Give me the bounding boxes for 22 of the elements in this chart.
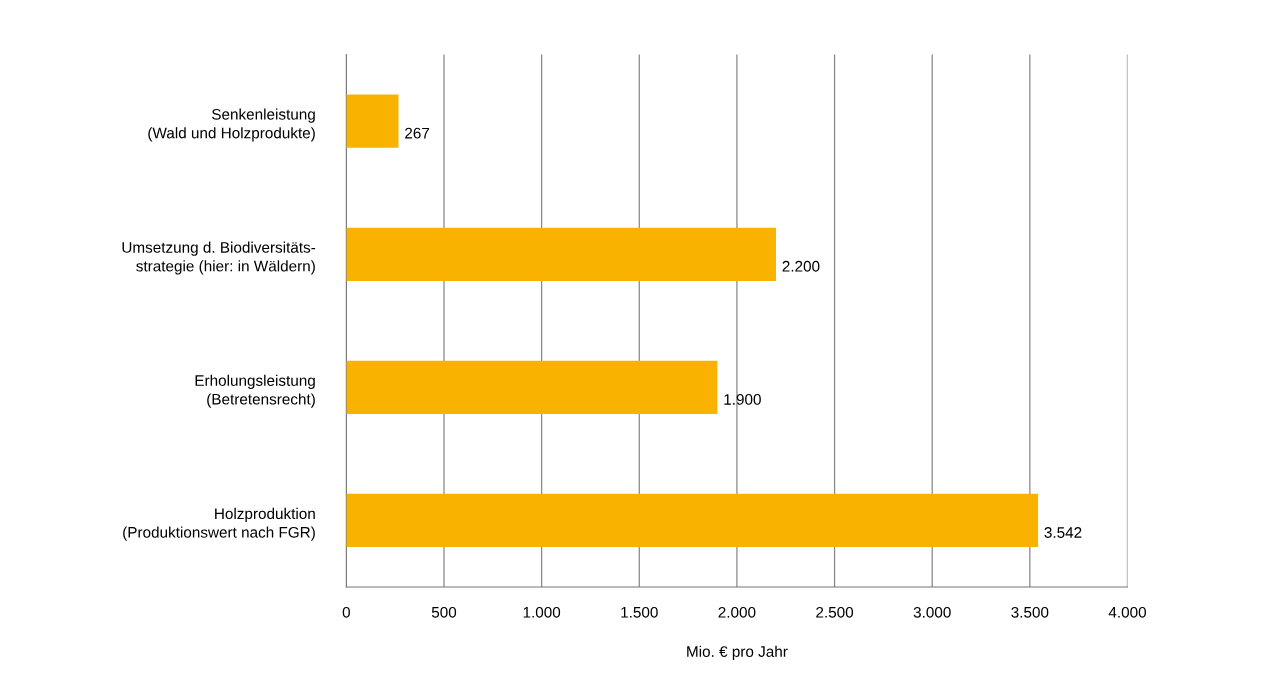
y-tick-label: Erholungsleistung (Betretensrecht) (195, 374, 315, 408)
x-tick-label: 2.500 (816, 606, 854, 618)
x-tick-label: 3.000 (913, 606, 951, 618)
bar (346, 94, 399, 148)
data-label: 1.900 (724, 393, 761, 405)
bar (346, 360, 718, 414)
data-label: 267 (405, 127, 430, 139)
x-tick-label: 2.000 (718, 606, 756, 618)
x-tick-label: 1.500 (621, 606, 658, 618)
x-tick-label: 500 (431, 606, 457, 618)
x-axis-title: Mio. € pro Jahr (687, 645, 788, 660)
bar (346, 227, 776, 281)
data-label: 2.200 (782, 260, 820, 272)
y-tick-label: Umsetzung d. Biodiversitäts- strategie (hier: in Wäldern) (122, 241, 316, 275)
x-tick-label: 4.000 (1108, 606, 1147, 618)
bar (346, 493, 1039, 548)
x-tick-label: 3.500 (1011, 606, 1049, 618)
x-tick-label: 0 (342, 606, 350, 618)
y-tick-label: Senkenleistung (Wald und Holzprodukte) (148, 108, 315, 142)
x-tick-label: 1.000 (523, 606, 561, 618)
y-tick-label: Holzproduktion (Produktionswert nach FGR) (123, 507, 315, 541)
data-label: 3.542 (1044, 527, 1082, 538)
